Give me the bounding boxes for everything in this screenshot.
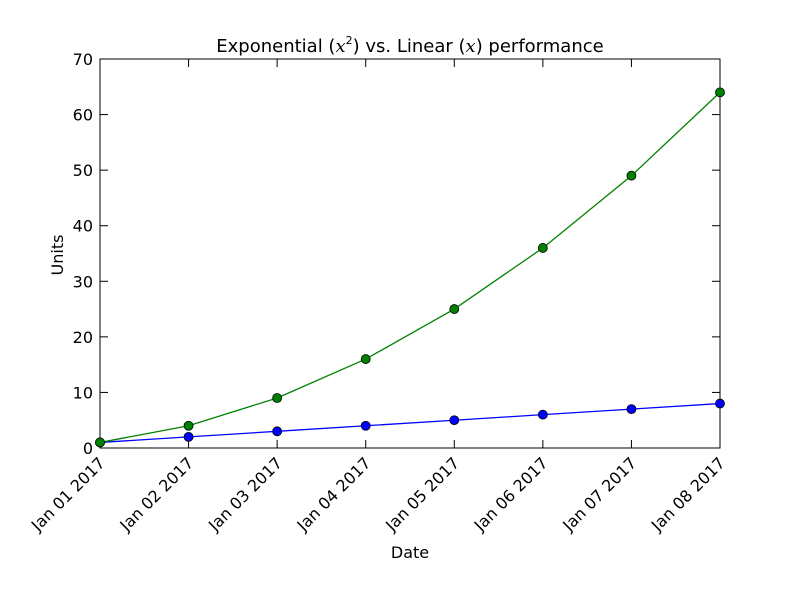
data-point-1 — [360, 420, 371, 431]
data-point-1 — [272, 426, 283, 437]
x-tick-label: Jan 06 2017 — [470, 453, 552, 535]
x-tick-label: Jan 01 2017 — [27, 453, 109, 535]
series-line-2 — [99, 91, 721, 444]
x-tick-label: Jan 07 2017 — [558, 453, 640, 535]
chart-title: Exponential (x2) vs. Linear (x) performa… — [216, 34, 603, 57]
x-tick-label: Jan 03 2017 — [204, 453, 286, 535]
data-point-2 — [272, 393, 283, 403]
data-point-2 — [95, 437, 105, 448]
y-axis-label: Units — [48, 235, 67, 276]
data-point-1 — [449, 415, 460, 426]
data-point-1 — [715, 398, 725, 409]
x-axis-label: Date — [391, 543, 429, 562]
data-point-2 — [360, 354, 371, 364]
x-tick-label: Jan 08 2017 — [647, 453, 729, 535]
y-tick-label: 40 — [73, 217, 93, 236]
data-point-2 — [449, 304, 460, 314]
y-tick-label: 50 — [73, 161, 93, 180]
data-point-2 — [537, 243, 548, 253]
x-tick-label: Jan 05 2017 — [381, 453, 463, 535]
data-point-1 — [537, 409, 548, 420]
data-point-2 — [183, 420, 194, 431]
data-point-1 — [626, 404, 637, 415]
y-tick-label: 10 — [73, 383, 93, 402]
y-tick-label: 20 — [73, 328, 93, 347]
y-tick-label: 30 — [73, 272, 93, 291]
y-tick-label: 0 — [83, 439, 93, 458]
data-point-2 — [626, 170, 637, 181]
data-point-1 — [183, 431, 194, 442]
y-tick-label: 60 — [73, 106, 93, 125]
series-line-1 — [99, 402, 721, 444]
y-tick-label: 70 — [73, 50, 93, 69]
data-point-2 — [715, 87, 725, 98]
plot-frame — [99, 58, 721, 449]
x-tick-label: Jan 04 2017 — [293, 453, 375, 535]
x-tick-label: Jan 02 2017 — [115, 453, 197, 535]
